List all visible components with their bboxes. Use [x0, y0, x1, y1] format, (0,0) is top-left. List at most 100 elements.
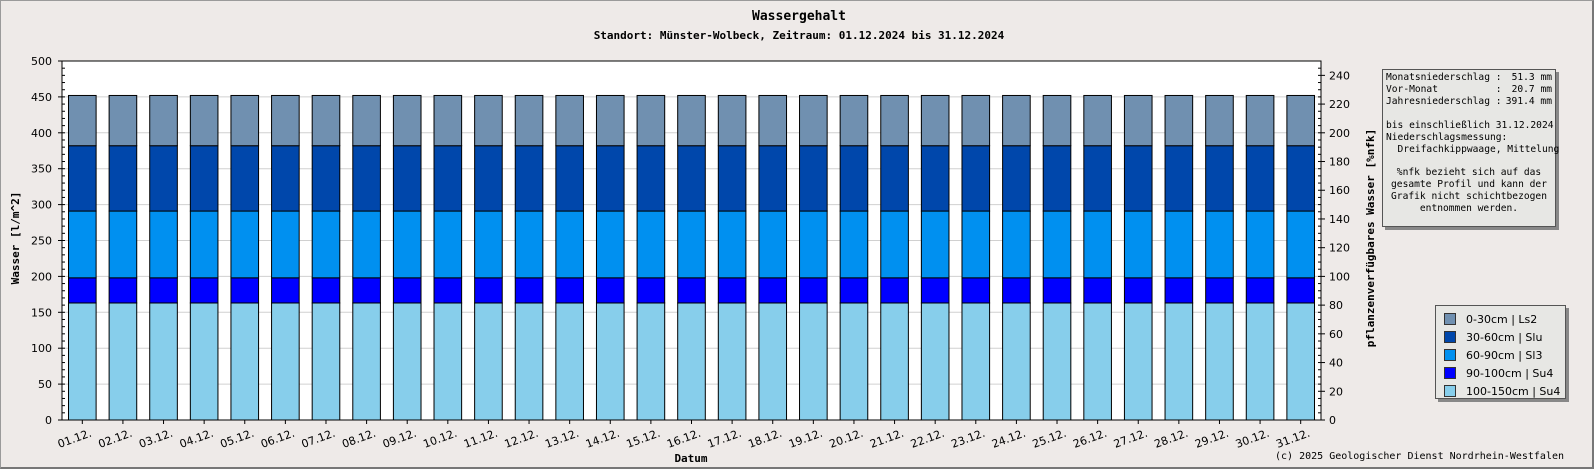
bar-segment — [392, 277, 422, 304]
bar-segment — [230, 302, 260, 421]
bar-segment — [433, 277, 463, 304]
bar-segment — [1205, 94, 1234, 147]
bar-segment — [189, 277, 219, 304]
bar-segment — [799, 94, 828, 147]
bar-segment — [1042, 145, 1072, 212]
bar-segment — [1205, 302, 1234, 421]
y2-tick-label: 100 — [1329, 270, 1350, 283]
y2-tick-label: 240 — [1329, 69, 1350, 82]
bar-segment — [1123, 277, 1153, 304]
bar-segment — [880, 302, 909, 421]
bar-segment — [880, 94, 909, 147]
bar-segment — [67, 302, 97, 421]
y2-tick-label: 120 — [1329, 242, 1350, 255]
bar-segment — [555, 302, 584, 421]
bar-segment — [839, 277, 869, 304]
x-tick-label: 15.12. — [625, 427, 662, 451]
bar-segment — [1083, 94, 1112, 147]
legend-item: 60-90cm | Sl3 — [1444, 346, 1565, 364]
bar-segment — [311, 145, 341, 212]
monthly-precip-row: Monatsniederschlag : 51.3 mm — [1386, 72, 1552, 84]
x-tick-label: 07.12. — [300, 427, 337, 451]
bar-segment — [108, 277, 138, 304]
bar-segment — [961, 145, 991, 212]
x-tick-label: 16.12. — [665, 427, 702, 451]
bar-segment — [717, 210, 747, 279]
bar-segment — [271, 145, 300, 212]
bar-segment — [392, 210, 422, 279]
bar-segment — [1083, 302, 1112, 421]
bar-segment — [595, 145, 625, 212]
bar-segment — [1123, 210, 1153, 279]
y-tick-label: 200 — [31, 270, 52, 283]
bar-segment — [717, 145, 747, 212]
y-tick-label: 100 — [31, 342, 52, 355]
x-tick-label: 30.12. — [1234, 427, 1271, 451]
info-measure-line2: Dreifachkippwaage, Mittelung — [1386, 144, 1560, 155]
bar-segment — [920, 277, 950, 304]
precipitation-info-box: Monatsniederschlag : 51.3 mm Vor-Monat :… — [1382, 69, 1560, 227]
bar-segment — [67, 277, 97, 304]
y-tick-label: 400 — [31, 127, 52, 140]
monthly-precip-label: Monatsniederschlag : — [1386, 72, 1502, 83]
x-tick-label: 26.12. — [1071, 427, 1108, 451]
bar-segment — [189, 145, 219, 212]
bar-segment — [1205, 145, 1234, 212]
bar-segment — [880, 277, 909, 304]
bar-segment — [1123, 145, 1153, 212]
bar-segment — [311, 302, 341, 421]
yearly-precip-row: Jahresniederschlag : 391.4 mm — [1386, 96, 1552, 108]
bar-segment — [758, 277, 788, 304]
bar-segment — [271, 302, 300, 421]
x-tick-label: 03.12. — [137, 427, 174, 451]
legend-item: 0-30cm | Ls2 — [1444, 310, 1565, 328]
bar-segment — [555, 145, 584, 212]
y2-tick-label: 200 — [1329, 127, 1350, 140]
bar-segment — [67, 210, 97, 279]
bar-segment — [839, 145, 869, 212]
bar-segment — [474, 145, 503, 212]
x-tick-label: 02.12. — [97, 427, 134, 451]
bar-segment — [595, 302, 625, 421]
info-measure-line1: Niederschlagsmessung: — [1386, 132, 1508, 143]
bar-segment — [1083, 210, 1112, 279]
bar-segment — [433, 302, 463, 421]
bar-segment — [1164, 210, 1194, 279]
bar-segment — [514, 145, 544, 212]
legend-label: 100-150cm | Su4 — [1466, 384, 1561, 398]
bar-segment — [636, 302, 666, 421]
bar-segment — [758, 94, 788, 147]
bar-segment — [961, 277, 991, 304]
bar-segment — [839, 302, 869, 421]
y-tick-label: 450 — [31, 91, 52, 104]
y-axis-label: Wasser [l/m^2] — [9, 192, 22, 285]
bar-segment — [1164, 302, 1194, 421]
bar-segment — [149, 145, 178, 212]
bar-segment — [555, 210, 584, 279]
y-tick-label: 500 — [31, 55, 52, 68]
x-tick-label: 10.12. — [422, 427, 459, 451]
x-tick-label: 21.12. — [868, 427, 905, 451]
bar-segment — [433, 210, 463, 279]
x-tick-label: 12.12. — [503, 427, 540, 451]
legend-item: 90-100cm | Su4 — [1444, 364, 1565, 382]
legend-swatch — [1444, 367, 1456, 379]
bar-segment — [961, 94, 991, 147]
bar-segment — [474, 302, 503, 421]
bar-segment — [1245, 277, 1275, 304]
bar-segment — [758, 145, 788, 212]
legend-swatch — [1444, 331, 1456, 343]
chart-subtitle: Standort: Münster-Wolbeck, Zeitraum: 01.… — [594, 29, 1005, 42]
legend-item: 30-60cm | Slu — [1444, 328, 1565, 346]
x-tick-label: 08.12. — [340, 427, 377, 451]
prev-month-row: Vor-Monat : 20.7 mm — [1386, 84, 1552, 96]
bar-segment — [758, 302, 788, 421]
y2-axis-label: pflanzenverfügbares Wasser [%nfk] — [1364, 129, 1377, 348]
bar-segment — [1286, 145, 1316, 212]
bar-segment — [677, 277, 706, 304]
y-tick-label: 50 — [38, 378, 52, 391]
bar-segment — [230, 94, 260, 147]
bar-segment — [189, 210, 219, 279]
bar-segment — [677, 210, 706, 279]
bar-segment — [1002, 210, 1031, 279]
